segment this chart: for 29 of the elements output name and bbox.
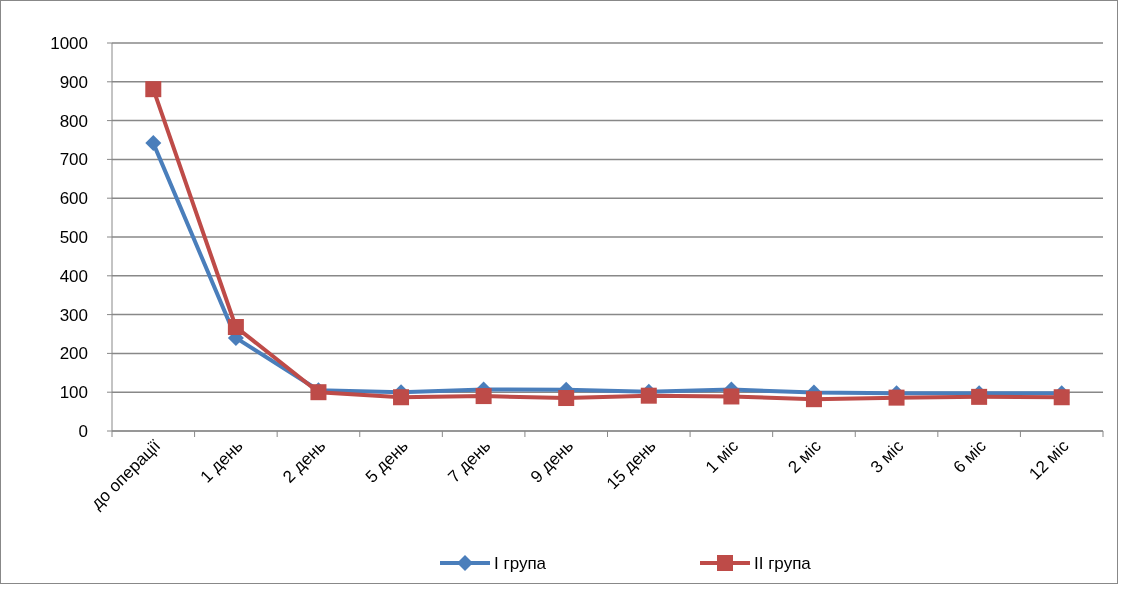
y-tick-label: 700 — [59, 150, 88, 170]
point — [475, 388, 492, 405]
y-tick-label: 800 — [59, 111, 88, 131]
x-tick-label: 6 міс — [949, 436, 991, 477]
y-tick-label: 200 — [59, 344, 88, 364]
x-tick-label: 3 міс — [866, 436, 908, 477]
point — [227, 319, 244, 336]
y-tick-label: 600 — [59, 189, 88, 209]
point — [393, 389, 410, 406]
point — [640, 387, 657, 404]
y-tick-label: 900 — [59, 72, 88, 92]
x-tick-label: 1 міс — [701, 436, 743, 477]
y-tick-label: 1000 — [50, 33, 88, 53]
y-tick-label: 300 — [59, 305, 88, 325]
legend-label: I група — [494, 553, 547, 573]
x-tick-label: 2 міс — [784, 436, 826, 477]
point — [1053, 389, 1070, 406]
point — [145, 135, 162, 152]
y-tick-label: 0 — [78, 421, 88, 441]
y-tick-label: 100 — [59, 383, 88, 403]
point — [558, 390, 575, 407]
point — [805, 391, 822, 408]
point — [145, 81, 162, 98]
point — [723, 388, 740, 405]
legend-label: II група — [754, 553, 812, 573]
y-tick-label: 400 — [59, 266, 88, 286]
point — [888, 389, 905, 406]
y-tick-label: 500 — [59, 227, 88, 247]
x-tick-label: 12 міс — [1025, 436, 1073, 484]
